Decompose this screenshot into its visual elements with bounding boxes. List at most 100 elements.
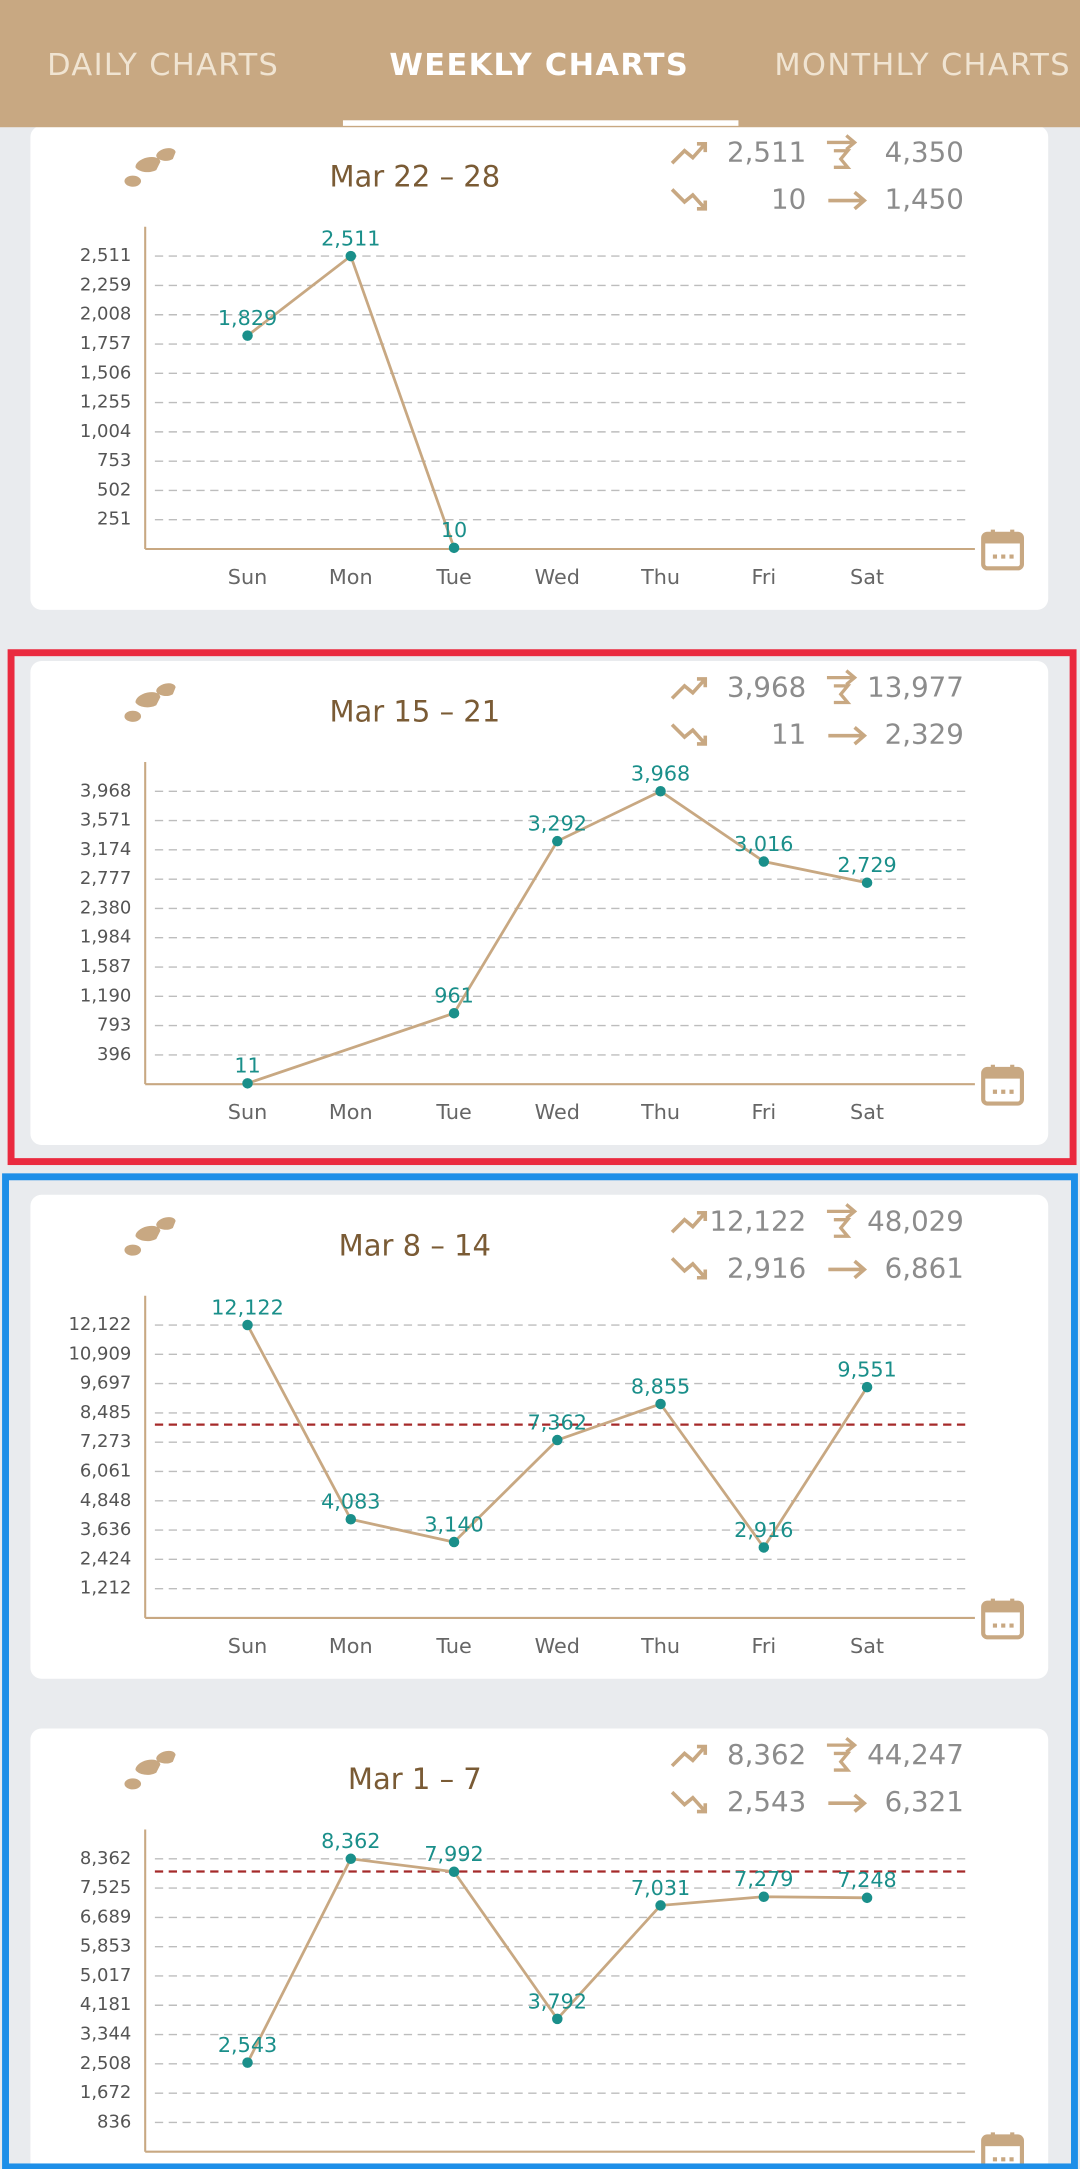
calendar-rings xyxy=(990,1064,1015,1074)
stat-max: 2,511 xyxy=(727,136,806,169)
y-tick-label: 1,984 xyxy=(80,927,131,948)
stat-min: 2,916 xyxy=(727,1251,806,1284)
tab[interactable]: MONTHLY CHARTS xyxy=(774,48,1071,83)
calendar-icon xyxy=(981,1064,1024,1106)
data-label: 8,855 xyxy=(631,1374,690,1398)
chart-title: Mar 8 – 14 xyxy=(339,1228,491,1262)
y-tick-label: 793 xyxy=(97,1015,131,1036)
min-icon xyxy=(670,1790,708,1814)
chart-card: Mar 1 – 7 8,362 44,247 2,543 6,321 8,362 7,525… xyxy=(30,1728,1049,2169)
max-icon xyxy=(670,1210,708,1234)
x-tick-label: Fri xyxy=(751,1634,776,1658)
y-tick-label: 8,362 xyxy=(80,1848,131,1869)
y-tick-label: 836 xyxy=(97,2111,131,2132)
data-point xyxy=(345,1514,357,1525)
active-tab-indicator xyxy=(342,120,739,126)
data-label: 3,968 xyxy=(631,762,690,786)
series-line xyxy=(247,789,868,1085)
card-background xyxy=(30,1728,1049,2169)
calendar-top xyxy=(983,1602,1022,1613)
data-point xyxy=(345,1853,357,1865)
calendar-icon xyxy=(981,1598,1024,1640)
stat-max: 12,122 xyxy=(709,1204,806,1237)
stat-sum: 44,247 xyxy=(867,1738,964,1771)
x-tick-label: Thu xyxy=(640,1634,680,1658)
y-tick-label: 2,508 xyxy=(80,2053,131,2074)
steps-icon xyxy=(124,1217,176,1256)
chart-title: Mar 1 – 7 xyxy=(348,1762,482,1796)
data-point xyxy=(758,1542,770,1553)
y-tick-label: 1,757 xyxy=(80,333,131,354)
y-tick-label: 1,672 xyxy=(80,2082,131,2103)
x-tick-label: Sat xyxy=(850,1634,884,1658)
sum-icon xyxy=(826,1736,858,1772)
stat-sum: 4,350 xyxy=(885,136,964,169)
tab[interactable]: DAILY CHARTS xyxy=(47,48,279,83)
data-label: 9,551 xyxy=(837,1358,896,1382)
data-label: 7,031 xyxy=(631,1876,690,1900)
data-point xyxy=(448,1536,460,1548)
sum-icon xyxy=(826,669,858,705)
chart-title: Mar 22 – 28 xyxy=(329,159,500,193)
calendar-icon xyxy=(981,529,1024,571)
stat-sum: 48,029 xyxy=(867,1204,964,1237)
x-tick-label: Tue xyxy=(435,1634,471,1658)
avg-icon xyxy=(828,190,868,211)
min-icon xyxy=(670,723,708,746)
y-tick-label: 2,777 xyxy=(80,868,131,889)
x-tick-label: Thu xyxy=(640,1100,680,1124)
calendar-dots xyxy=(992,554,1014,559)
sum-icon xyxy=(826,1203,858,1238)
x-tick-label: Sun xyxy=(228,1634,267,1658)
data-label: 7,248 xyxy=(837,1868,896,1892)
x-tick-label: Wed xyxy=(535,565,580,589)
tab[interactable]: WEEKLY CHARTS xyxy=(389,48,689,83)
data-label: 7,362 xyxy=(528,1410,587,1434)
chart-card: Mar 8 – 14 12,122 48,029 2,916 6,861 12,122 10… xyxy=(30,1194,1049,1679)
data-label: 7,992 xyxy=(424,1842,483,1866)
card-background xyxy=(30,125,1049,610)
y-tick-label: 1,004 xyxy=(80,421,131,442)
x-tick-label: Mon xyxy=(329,1100,373,1124)
chart-list: Mar 22 – 28 2,511 4,350 10 1,450 2,511 2,259 2,… xyxy=(30,125,1049,2169)
max-icon xyxy=(670,1744,708,1768)
tab-bar-background xyxy=(0,0,1080,128)
y-tick-label: 3,571 xyxy=(80,810,131,831)
calendar-top xyxy=(983,2136,1022,2147)
y-tick-label: 5,853 xyxy=(80,1936,131,1957)
data-label: 3,140 xyxy=(424,1512,483,1536)
data-point xyxy=(758,856,770,867)
y-tick-label: 2,511 xyxy=(80,245,131,266)
data-point xyxy=(448,1866,460,1878)
data-point xyxy=(655,1900,666,1911)
stat-sum: 13,977 xyxy=(867,671,964,704)
data-label: 2,916 xyxy=(734,1518,793,1542)
data-label: 8,362 xyxy=(321,1829,380,1853)
data-label: 12,122 xyxy=(211,1295,284,1319)
card-background xyxy=(30,1194,1049,1679)
y-tick-label: 1,190 xyxy=(80,985,131,1006)
tab-bar: DAILY CHARTS WEEKLY CHARTS MONTHLY CHART… xyxy=(0,0,1080,128)
data-label: 2,729 xyxy=(837,853,896,877)
data-label: 7,279 xyxy=(734,1867,793,1891)
data-point xyxy=(242,1319,253,1331)
y-tick-label: 9,697 xyxy=(80,1373,131,1394)
x-tick-label: Thu xyxy=(640,565,680,589)
data-point xyxy=(552,1434,563,1446)
data-label: 961 xyxy=(434,984,474,1008)
y-tick-label: 3,968 xyxy=(80,780,131,801)
steps-icon xyxy=(124,683,176,722)
min-icon xyxy=(670,188,708,211)
x-tick-label: Mon xyxy=(329,565,373,589)
calendar-dots xyxy=(992,1089,1014,1094)
x-tick-label: Tue xyxy=(435,1100,471,1124)
x-tick-label: Sun xyxy=(228,565,267,589)
data-point xyxy=(861,1892,873,1904)
stat-min: 10 xyxy=(771,183,806,216)
y-tick-label: 2,259 xyxy=(80,274,131,295)
data-label: 11 xyxy=(234,1054,260,1078)
data-point xyxy=(861,1381,873,1393)
y-tick-label: 10,909 xyxy=(68,1343,131,1364)
